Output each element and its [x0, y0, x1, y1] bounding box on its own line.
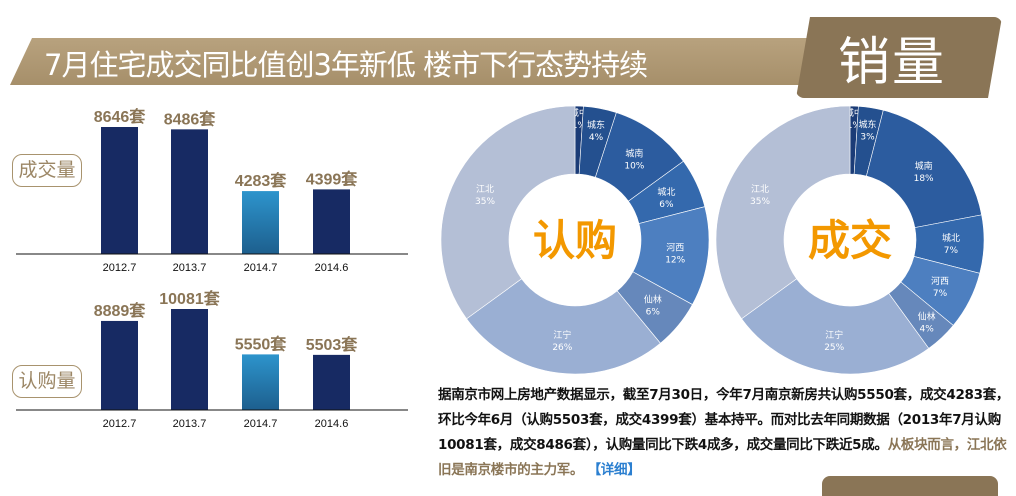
segment-percent-label: 26% — [552, 343, 572, 353]
segment-name-label: 河西 — [666, 242, 684, 254]
segment-percent-label: 4% — [920, 325, 935, 335]
segment-name-label: 城南 — [915, 160, 933, 172]
x-tick-label: 2014.7 — [244, 262, 278, 274]
bar-value-label: 8646套 — [94, 107, 147, 126]
segment-percent-label: 35% — [475, 197, 495, 207]
bar — [242, 354, 279, 410]
segment-percent-label: 18% — [914, 174, 934, 184]
segment-percent-label: 6% — [659, 200, 674, 210]
donut-center-label: 认购 — [533, 216, 617, 265]
segment-percent-label: 7% — [944, 246, 959, 256]
x-tick-label: 2014.6 — [315, 262, 349, 274]
donut-segment — [440, 105, 576, 320]
section-tag-label: 销量 — [838, 33, 947, 93]
x-tick-label: 2013.7 — [173, 418, 207, 430]
x-tick-label: 2014.7 — [244, 418, 278, 430]
segment-percent-label: 1% — [847, 121, 862, 131]
bar-value-label: 4399套 — [306, 169, 359, 188]
bar — [101, 320, 138, 410]
article-paragraph: 据南京市网上房地产数据显示，截至7月30日，今年7月南京新房共认购5550套，成… — [438, 383, 1016, 483]
segment-percent-label: 25% — [824, 343, 844, 353]
segment-percent-label: 35% — [750, 197, 770, 207]
x-tick-label: 2012.7 — [103, 418, 137, 430]
x-tick-label: 2013.7 — [173, 262, 207, 274]
segment-name-label: 城北 — [942, 233, 960, 244]
bar — [313, 354, 350, 410]
bar-value-label: 5550套 — [235, 334, 288, 353]
segment-percent-label: 4% — [589, 133, 604, 143]
section-tag — [796, 17, 1002, 98]
donut-center-label: 成交 — [808, 216, 892, 265]
bottom-tab — [822, 476, 998, 496]
bar-value-label: 8889套 — [94, 301, 147, 320]
bar-value-label: 5503套 — [306, 335, 359, 354]
article-text: 据南京市网上房地产数据显示，截至7月30日，今年7月南京新房共认购5550套，成… — [438, 387, 1010, 453]
segment-percent-label: 6% — [646, 307, 661, 317]
segment-name-label: 江北 — [476, 184, 494, 195]
bar — [171, 129, 208, 254]
donut-segment — [715, 105, 851, 320]
segment-percent-label: 12% — [665, 256, 685, 266]
subscriptions-bar-chart: 8889套 2012.7 10081套 2013.7 5550套 2014.7 5503套 2… — [16, 289, 408, 430]
segment-name-label: 仙林 — [918, 311, 936, 323]
segment-name-label: 江北 — [751, 184, 769, 195]
segment-name-label: 江宁 — [825, 329, 843, 341]
segment-name-label: 河西 — [931, 275, 949, 287]
segment-name-label: 城东 — [859, 118, 877, 130]
title-banner — [10, 38, 825, 85]
article-highlight: 从板块而言，江北依旧是南京楼市的主力军。 — [438, 437, 1007, 478]
deals-bar-chart: 8646套 2012.7 8486套 2013.7 4283套 2014.7 4399套 20… — [16, 107, 408, 274]
x-tick-label: 2014.6 — [315, 418, 349, 430]
bar — [101, 127, 138, 254]
segment-name-label: 城南 — [625, 147, 643, 159]
donut-segment — [741, 278, 930, 375]
bar-value-label: 4283套 — [235, 171, 288, 190]
details-link[interactable]: 【详细】 — [587, 462, 641, 478]
bar-value-label: 8486套 — [164, 109, 217, 128]
bar-value-label: 10081套 — [159, 289, 220, 308]
segment-name-label: 城东 — [587, 119, 605, 131]
segment-name-label: 江宁 — [553, 329, 571, 341]
bar — [242, 191, 279, 254]
segment-name-label: 仙林 — [644, 293, 662, 305]
page-title: 7月住宅成交同比值创3年新低 楼市下行态势持续 — [44, 48, 648, 82]
segment-percent-label: 1% — [572, 121, 587, 131]
segment-percent-label: 7% — [933, 289, 948, 299]
bar — [313, 189, 350, 254]
chart-label-deals: 成交量 — [12, 154, 82, 187]
chart-label-subscriptions: 认购量 — [12, 365, 82, 398]
segment-percent-label: 10% — [624, 161, 644, 171]
x-tick-label: 2012.7 — [103, 262, 137, 274]
segment-percent-label: 3% — [860, 132, 875, 142]
donut-segment — [466, 278, 661, 375]
segment-name-label: 城北 — [657, 187, 675, 198]
bar — [171, 309, 208, 410]
